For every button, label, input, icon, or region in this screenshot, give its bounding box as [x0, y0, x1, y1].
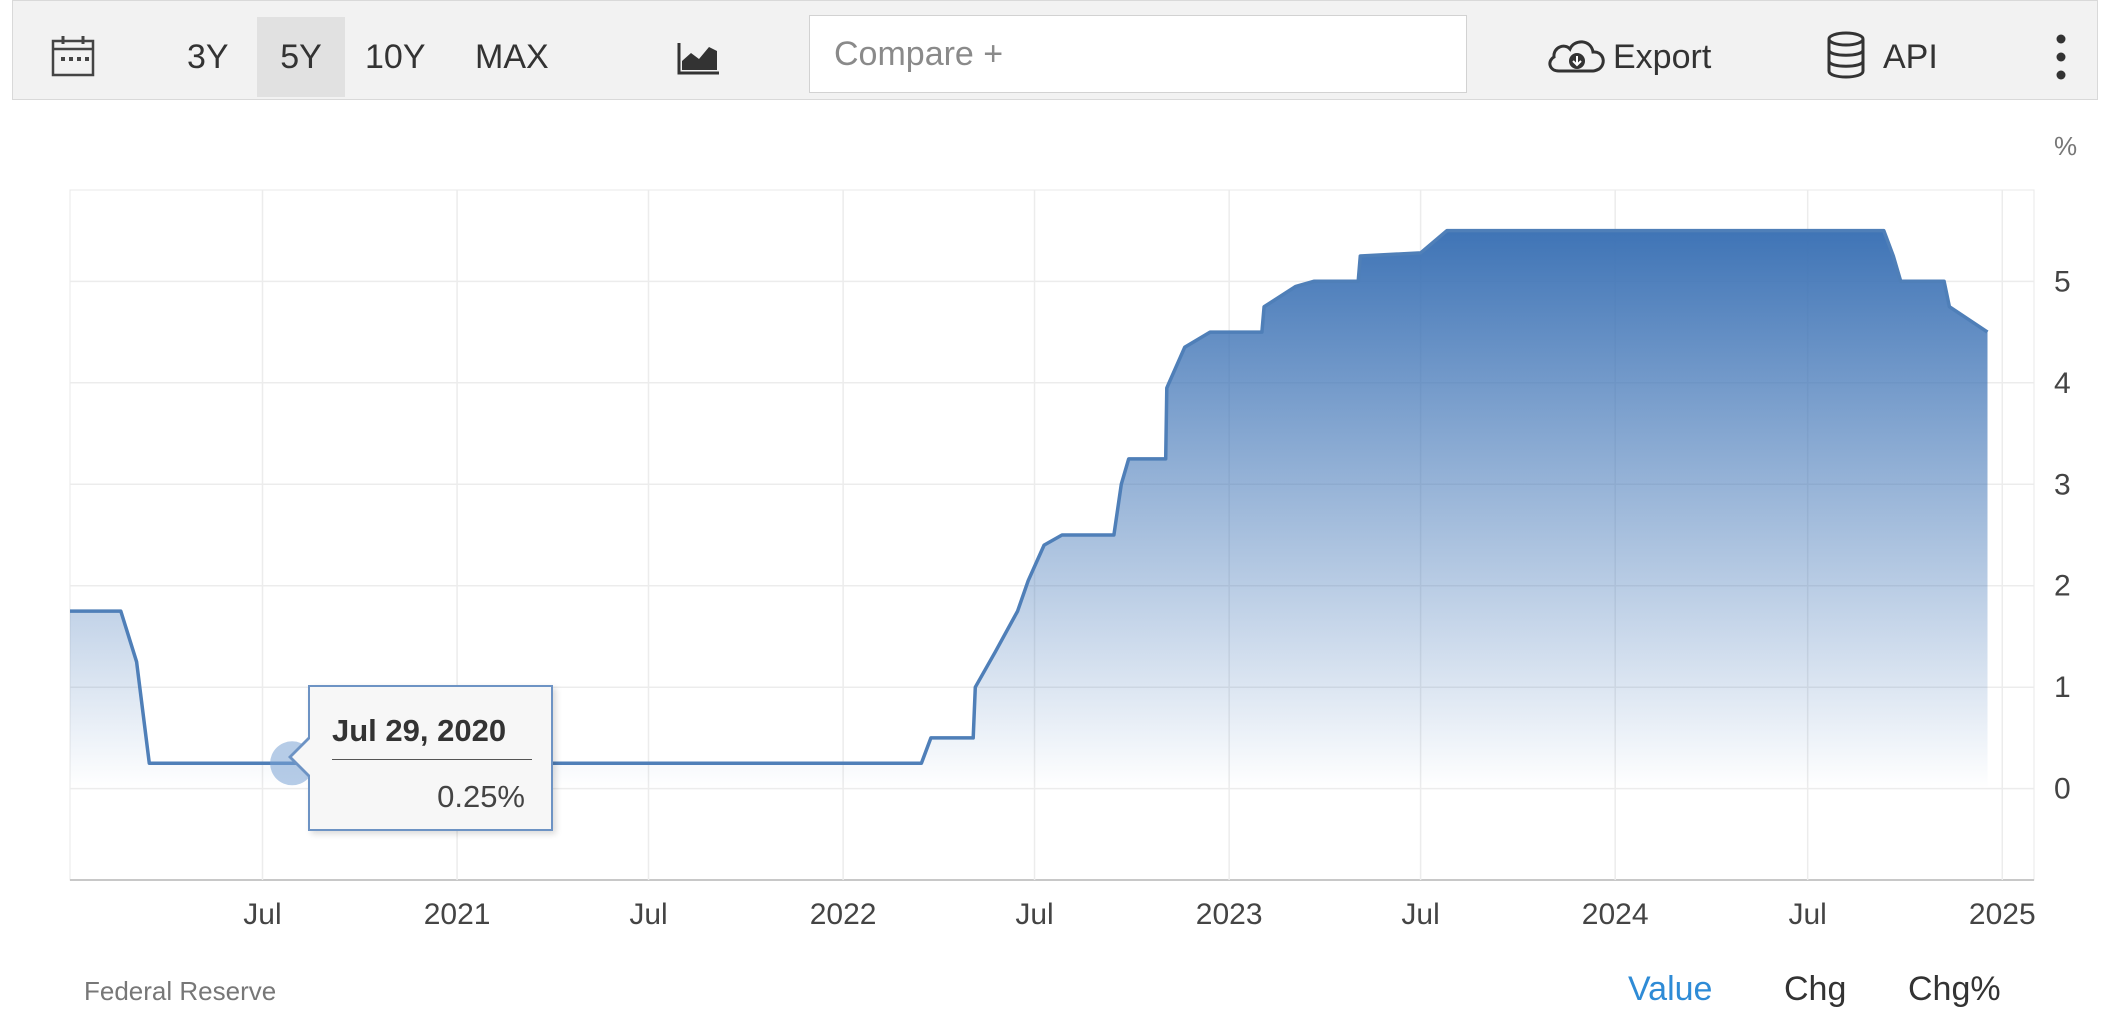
view-value-tab[interactable]: Value	[1628, 970, 1713, 1008]
x-tick-label: 2024	[1582, 898, 1649, 930]
y-tick-label: 5	[2054, 265, 2071, 298]
more-vertical-icon[interactable]	[2053, 31, 2069, 83]
view-chg-pct-tab[interactable]: Chg%	[1908, 970, 2001, 1008]
area-chart-icon[interactable]	[677, 41, 721, 75]
x-tick-label: Jul	[1015, 898, 1053, 930]
calendar-icon[interactable]	[51, 35, 95, 77]
api-button[interactable]: API	[1883, 38, 1938, 76]
range-5y-button[interactable]: 5Y	[257, 17, 345, 97]
axis-ticks: Jul 2021 Jul 2022 Jul 2023 Jul 2024 Jul 2025 0 1 2 3 4…	[243, 265, 2070, 930]
tooltip-date: Jul 29, 2020	[332, 713, 532, 760]
rate-area-chart: Jul 2021 Jul 2022 Jul 2023 Jul 2024 Jul 2025 0 1 2 3 4…	[69, 131, 2077, 930]
x-tick-label: 2023	[1196, 898, 1263, 930]
x-tick-label: Jul	[629, 898, 667, 930]
x-tick-label: 2022	[810, 898, 877, 930]
y-unit-label: %	[2054, 131, 2077, 161]
data-tooltip: Jul 29, 2020 0.25%	[288, 685, 553, 831]
area-fill	[70, 230, 1988, 789]
range-3y-button[interactable]: 3Y	[187, 38, 229, 76]
x-tick-label: Jul	[1401, 898, 1439, 930]
view-chg-tab[interactable]: Chg	[1784, 970, 1847, 1008]
database-icon[interactable]	[1825, 31, 1867, 79]
tooltip-value: 0.25%	[437, 779, 525, 814]
y-tick-label: 0	[2054, 773, 2071, 806]
compare-input[interactable]	[809, 15, 1467, 93]
y-tick-label: 4	[2054, 367, 2071, 400]
chart-toolbar: 3Y 5Y 10Y MAX Export API	[12, 0, 2098, 100]
range-10y-button[interactable]: 10Y	[365, 38, 426, 76]
x-tick-label: 2021	[424, 898, 491, 930]
series-line	[70, 228, 1989, 766]
x-tick-label: Jul	[1788, 898, 1826, 930]
x-tick-label: Jul	[243, 898, 281, 930]
range-max-button[interactable]: MAX	[475, 38, 549, 76]
x-tick-label: 2025	[1969, 898, 2036, 930]
y-tick-label: 2	[2054, 570, 2071, 603]
export-button[interactable]: Export	[1613, 38, 1712, 76]
y-tick-label: 3	[2054, 468, 2071, 501]
y-tick-label: 1	[2054, 671, 2071, 704]
cloud-download-icon[interactable]	[1545, 37, 1609, 77]
source-label: Federal Reserve	[84, 976, 277, 1006]
